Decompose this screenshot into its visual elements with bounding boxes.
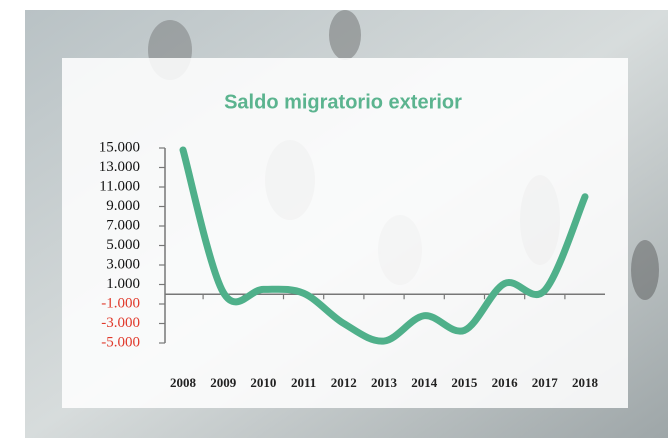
chart-panel [62, 58, 628, 408]
x-tick-label: 2008 [170, 375, 197, 390]
x-tick-label: 2016 [492, 375, 519, 390]
x-tick-label: 2017 [532, 375, 559, 390]
y-tick-label: 5.000 [106, 237, 140, 253]
x-tick-label: 2012 [331, 375, 357, 390]
y-tick-label: 1.000 [106, 276, 140, 292]
y-tick-label: 13.000 [99, 159, 140, 175]
y-tick-label: 7.000 [106, 217, 140, 233]
chart-title: Saldo migratorio exterior [224, 91, 462, 113]
x-tick-label: 2011 [291, 375, 316, 390]
y-tick-label: -3.000 [101, 315, 140, 331]
data-line [179, 146, 589, 345]
y-tick-label: -5.000 [101, 334, 140, 350]
y-tick-label: 3.000 [106, 256, 140, 272]
x-tick-label: 2015 [451, 375, 478, 390]
x-tick-label: 2013 [371, 375, 398, 390]
y-tick-label: 15.000 [99, 139, 140, 155]
x-tick-label: 2010 [250, 375, 276, 390]
y-tick-label: 11.000 [99, 178, 140, 194]
y-tick-label: 9.000 [106, 198, 140, 214]
y-tick-label: -1.000 [101, 295, 140, 311]
x-tick-label: 2009 [210, 375, 237, 390]
x-tick-label: 2018 [572, 375, 599, 390]
x-tick-label: 2014 [411, 375, 438, 390]
